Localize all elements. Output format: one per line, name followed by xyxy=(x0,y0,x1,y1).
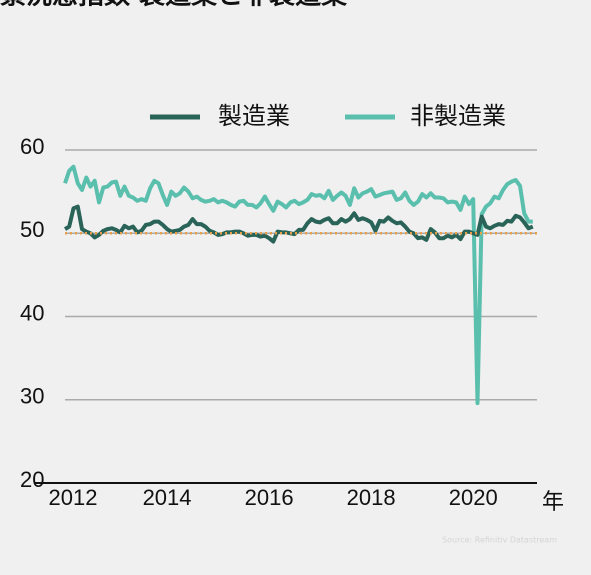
y-tick-label: 50 xyxy=(20,217,44,242)
series-line xyxy=(63,204,534,244)
y-tick-label: 30 xyxy=(20,384,44,409)
y-tick-label: 60 xyxy=(20,134,44,159)
chart-title: 景況感指数 製造業と非製造業 xyxy=(0,0,347,11)
y-tick-label: 20 xyxy=(20,467,44,492)
x-tick-label: 2018 xyxy=(347,485,396,510)
series-line xyxy=(63,164,533,406)
legend-label: 製造業 xyxy=(218,102,290,130)
x-tick-label: 2012 xyxy=(49,485,98,510)
x-tick-label: 2014 xyxy=(143,485,192,510)
y-tick-label: 40 xyxy=(20,300,44,325)
x-tick-label: 2016 xyxy=(245,485,294,510)
source: Source: Refinitiv Datastream xyxy=(442,536,557,545)
x-tick-label: 2020 xyxy=(449,485,498,510)
legend-label: 非製造業 xyxy=(410,102,506,130)
x-unit: 年 xyxy=(542,490,564,515)
